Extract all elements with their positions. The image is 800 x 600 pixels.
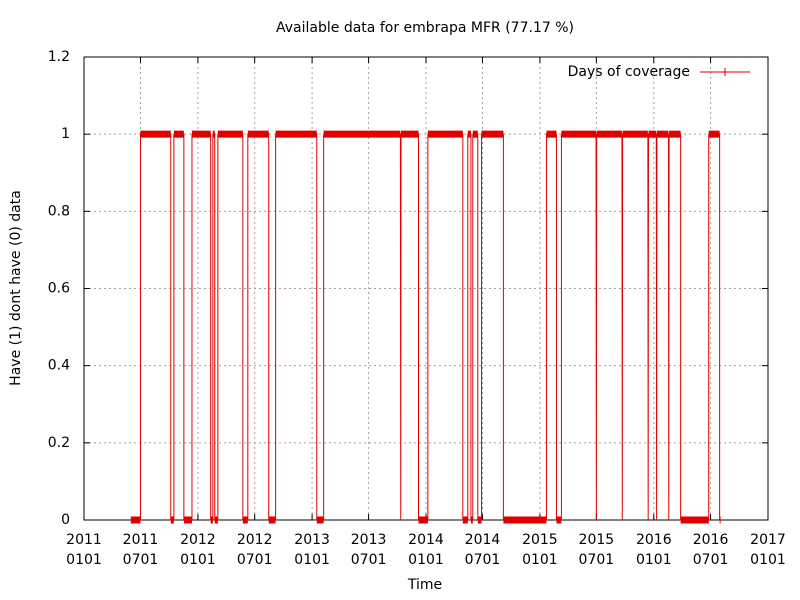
x-tick-label: 2015 0701 <box>579 532 615 568</box>
y-tick-label: 0.2 <box>48 435 70 451</box>
x-tick-label-line: 0701 <box>123 552 159 568</box>
chart-title: Available data for embrapa MFR (77.17 %) <box>276 20 574 36</box>
x-tick-label-line: 0101 <box>636 552 672 568</box>
legend-label: Days of coverage <box>568 64 690 80</box>
x-tick-label-line: 0701 <box>465 552 501 568</box>
x-tick-label-line: 2016 <box>636 532 672 548</box>
y-axis-label: Have (1) dont have (0) data <box>8 190 24 386</box>
x-axis-label: Time <box>407 577 442 593</box>
y-tick-label: 1.2 <box>48 49 70 65</box>
x-tick-label-line: 2015 <box>522 532 558 548</box>
x-tick-label: 2017 0101 <box>750 532 786 568</box>
x-tick-label-line: 0101 <box>66 552 102 568</box>
y-tick-label: 0.6 <box>48 281 70 297</box>
y-tick-label: 0.4 <box>48 358 70 374</box>
x-tick-label: 2014 0701 <box>465 532 501 568</box>
x-tick-label-line: 0701 <box>237 552 273 568</box>
x-tick-label: 2013 0101 <box>294 532 330 568</box>
x-tick-label-line: 2015 <box>579 532 615 548</box>
x-tick-label-line: 0701 <box>351 552 387 568</box>
x-tick-label: 2016 0101 <box>636 532 672 568</box>
x-tick-label-line: 0101 <box>408 552 444 568</box>
x-tick-label-line: 2017 <box>750 532 786 548</box>
x-tick-label: 2015 0101 <box>522 532 558 568</box>
x-tick-label: 2011 0701 <box>123 532 159 568</box>
y-tick-label: 0.8 <box>48 203 70 219</box>
x-tick-label: 2013 0701 <box>351 532 387 568</box>
x-tick-label-line: 2012 <box>180 532 216 548</box>
x-tick-label: 2011 0101 <box>66 532 102 568</box>
x-tick-label-line: 2014 <box>408 532 444 548</box>
x-tick-label-line: 2016 <box>693 532 729 548</box>
x-tick-label: 2014 0101 <box>408 532 444 568</box>
x-tick-label: 2012 0701 <box>237 532 273 568</box>
x-tick-label: 2012 0101 <box>180 532 216 568</box>
x-tick-label-line: 2011 <box>66 532 102 548</box>
x-tick-label-line: 0101 <box>522 552 558 568</box>
x-tick-label-line: 0701 <box>579 552 615 568</box>
x-tick-label-line: 2014 <box>465 532 501 548</box>
x-tick-label-line: 2011 <box>123 532 159 548</box>
x-tick-label-line: 2013 <box>294 532 330 548</box>
x-tick-label-line: 0101 <box>180 552 216 568</box>
y-tick-label: 0 <box>61 512 70 528</box>
x-tick-label-line: 0101 <box>294 552 330 568</box>
x-tick-label-line: 2012 <box>237 532 273 548</box>
x-tick-label-line: 2013 <box>351 532 387 548</box>
x-tick-label: 2016 0701 <box>693 532 729 568</box>
x-tick-label-line: 0101 <box>750 552 786 568</box>
x-tick-label-line: 0701 <box>693 552 729 568</box>
y-tick-label: 1 <box>61 126 70 142</box>
